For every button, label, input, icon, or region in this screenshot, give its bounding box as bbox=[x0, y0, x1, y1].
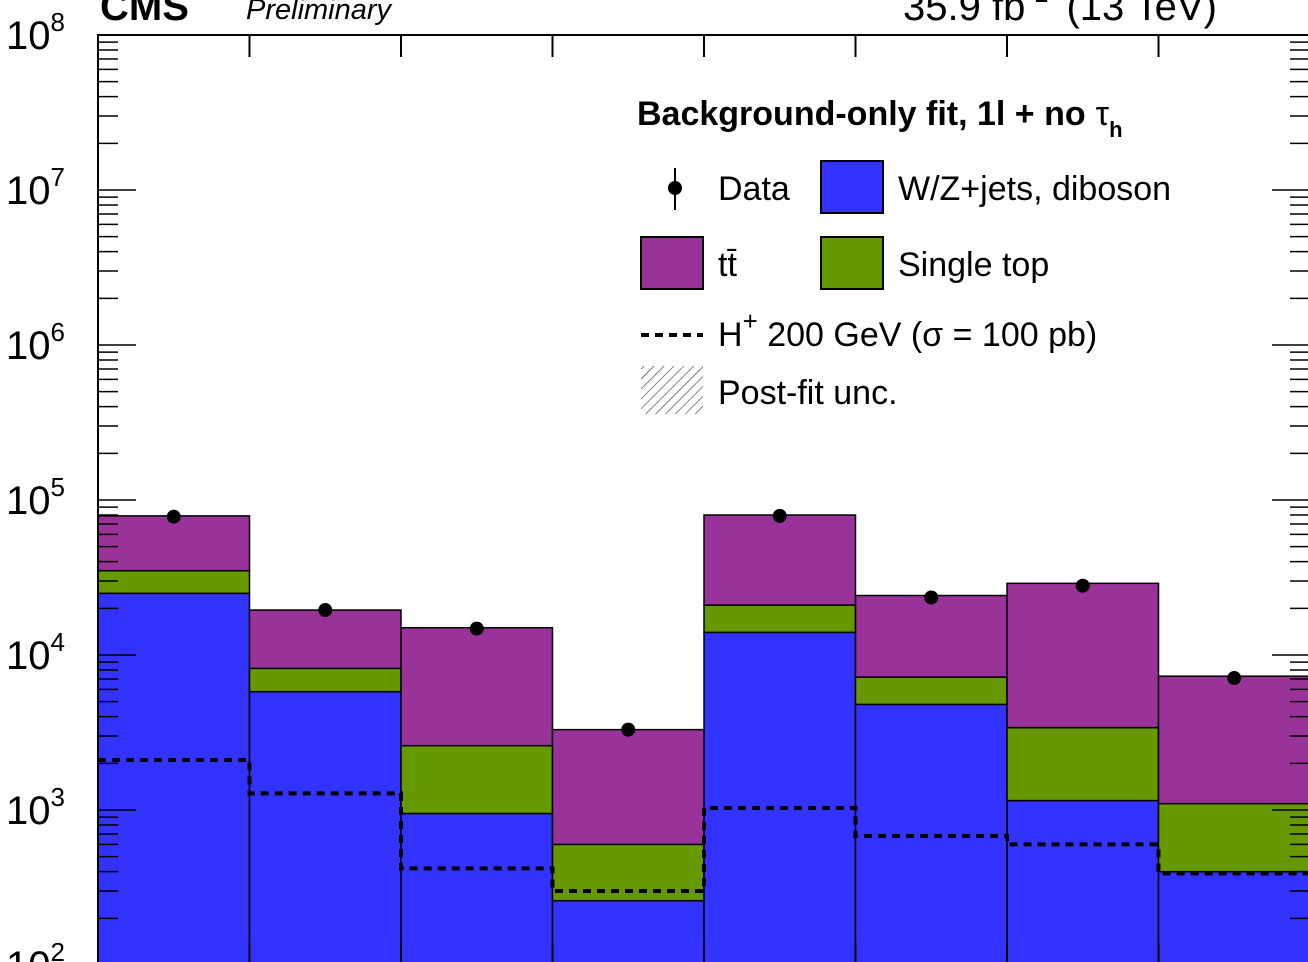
signal-curve bbox=[98, 758, 1308, 894]
bar-wz bbox=[400, 812, 554, 962]
legend: Background-only fit, 1l + no τh Data W/Z+… bbox=[637, 95, 1171, 414]
legend-label-single-top: Single top bbox=[898, 246, 1049, 284]
bar-single_top bbox=[703, 604, 857, 634]
y-tick-label: 107 bbox=[6, 162, 65, 213]
axis-ticks bbox=[98, 35, 1308, 962]
y-tick-label: 104 bbox=[6, 627, 65, 678]
signal-line bbox=[98, 758, 1308, 894]
data-point bbox=[924, 590, 939, 605]
legend-entry-single-top: Single top bbox=[820, 236, 1049, 290]
y-tick-label: 103 bbox=[6, 782, 65, 833]
bar-single_top bbox=[854, 676, 1008, 706]
bar-single_top bbox=[97, 569, 251, 595]
legend-label-data: Data bbox=[718, 170, 790, 208]
data-point bbox=[318, 603, 333, 618]
data-point bbox=[772, 508, 787, 523]
stacked-bars bbox=[97, 514, 1308, 962]
y-tick-labels: 102 103 104 105 106 107 108 bbox=[6, 7, 65, 962]
y-tick-label: 108 bbox=[6, 7, 65, 58]
bar-ttbar bbox=[248, 609, 402, 670]
luminosity-label: 35.9 fb-1(13 TeV) bbox=[903, 0, 1217, 29]
data-point bbox=[1227, 671, 1242, 686]
bar-ttbar bbox=[703, 514, 857, 606]
data-points bbox=[166, 508, 1242, 737]
legend-entry-ttbar: tt̄ bbox=[640, 236, 737, 290]
bar-wz bbox=[1157, 870, 1308, 962]
data-point bbox=[166, 509, 181, 524]
legend-label-wz: W/Z+jets, diboson bbox=[898, 170, 1171, 208]
legend-label-ttbar: tt̄ bbox=[718, 246, 737, 284]
legend-entry-hplus: H+ 200 GeV (σ = 100 pb) bbox=[641, 306, 1097, 354]
legend-entry-data: Data bbox=[668, 168, 790, 210]
bar-wz bbox=[854, 703, 1008, 962]
legend-label-hplus: H+ 200 GeV (σ = 100 pb) bbox=[718, 306, 1097, 354]
bar-single_top bbox=[1006, 726, 1160, 802]
experiment-label: CMS bbox=[100, 0, 189, 29]
y-tick-label: 105 bbox=[6, 472, 65, 523]
data-point bbox=[469, 621, 484, 636]
bar-wz bbox=[248, 690, 402, 962]
bar-single_top bbox=[400, 744, 554, 815]
bar-wz bbox=[1006, 799, 1160, 962]
legend-entry-unc: Post-fit unc. bbox=[641, 366, 898, 414]
legend-label-unc: Post-fit unc. bbox=[718, 374, 898, 412]
bar-wz bbox=[703, 631, 857, 962]
status-label: Preliminary bbox=[246, 0, 393, 26]
legend-title: Background-only fit, 1l + no τh bbox=[637, 95, 1123, 142]
data-marker-icon bbox=[668, 181, 682, 195]
bar-ttbar bbox=[1006, 582, 1160, 729]
y-tick-label: 106 bbox=[6, 317, 65, 368]
legend-entry-wz: W/Z+jets, diboson bbox=[820, 160, 1171, 214]
bar-ttbar bbox=[400, 626, 554, 747]
bar-single_top bbox=[1157, 802, 1308, 873]
bar-wz bbox=[97, 592, 251, 962]
bar-ttbar bbox=[551, 728, 705, 846]
bar-ttbar bbox=[97, 515, 251, 572]
data-point bbox=[1075, 578, 1090, 593]
bar-wz bbox=[551, 899, 705, 962]
bar-ttbar bbox=[854, 594, 1008, 678]
bar-single_top bbox=[248, 667, 402, 693]
data-point bbox=[621, 722, 636, 737]
bar-ttbar bbox=[1157, 675, 1308, 805]
y-tick-label: 102 bbox=[6, 937, 65, 962]
